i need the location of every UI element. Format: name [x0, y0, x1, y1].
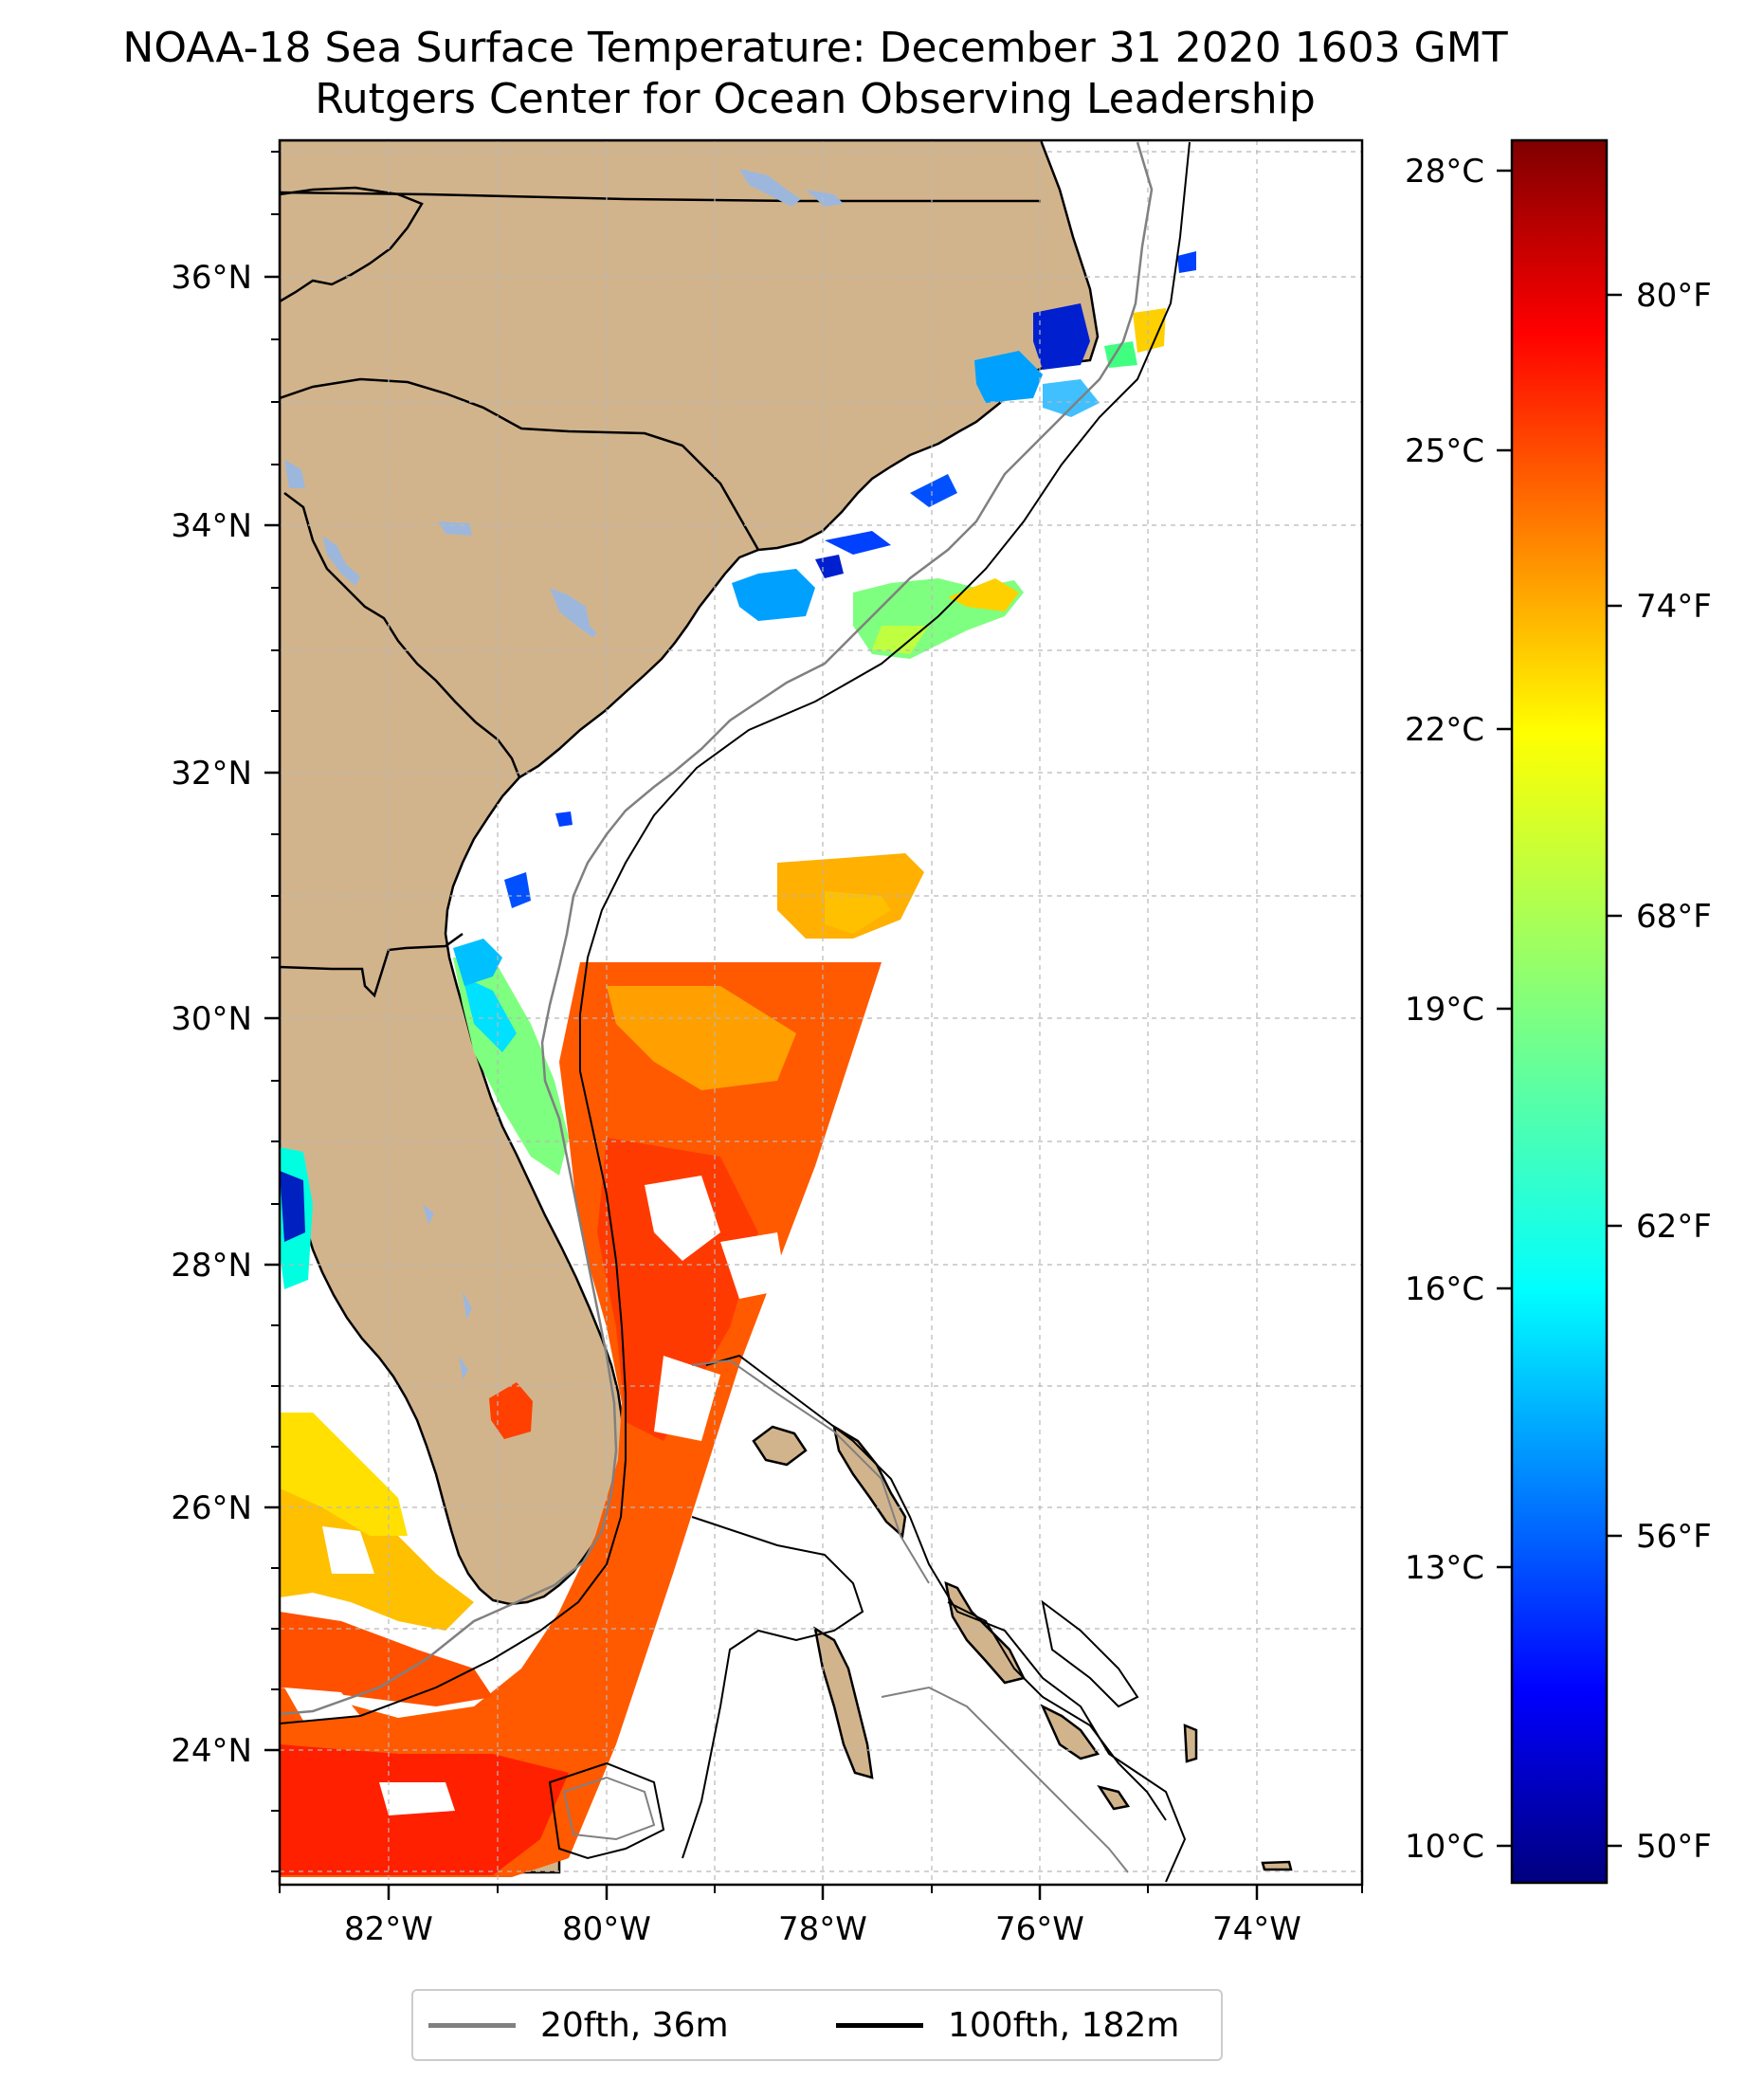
isobath-20fth [280, 141, 1154, 1716]
colorbar-fahrenheit-label: 62°F [1636, 1208, 1712, 1246]
lon-tick-label: 82°W [344, 1910, 433, 1948]
gridlines [280, 140, 1362, 1885]
lon-minor-ticks [279, 1885, 1363, 1893]
lat-tick-label: 36°N [171, 259, 252, 297]
legend-item-100fth: 100fth, 182m [836, 1991, 1179, 2059]
bahamas-coastline [1041, 1599, 1139, 1708]
colorbar [1510, 138, 1609, 1885]
lat-ticks [264, 275, 280, 1752]
lat-tick-label: 32°N [171, 755, 252, 793]
colorbar-fahrenheit-label: 68°F [1636, 898, 1712, 936]
lat-tick-label: 26°N [171, 1489, 252, 1527]
lakes [284, 169, 844, 1379]
legend-label: 20fth, 36m [540, 2005, 729, 2045]
lon-ticks [387, 1885, 1259, 1900]
isobaths [280, 141, 1191, 1883]
legend-label: 100fth, 182m [948, 2005, 1180, 2045]
legend-item-20fth: 20fth, 36m [428, 1991, 729, 2059]
lat-tick-label: 24°N [171, 1732, 252, 1770]
map-subtitle: Rutgers Center for Ocean Observing Leade… [315, 75, 1316, 123]
lon-tick-label: 74°W [1212, 1910, 1301, 1948]
colorbar-celsius-label: 19°C [1405, 991, 1484, 1029]
lat-minor-ticks [271, 151, 280, 1872]
legend: 20fth, 36m 100fth, 182m [411, 1989, 1223, 2061]
map-area[interactable] [280, 140, 1362, 1885]
colorbar-fahrenheit-label: 80°F [1636, 277, 1712, 315]
colorbar-celsius-label: 25°C [1405, 432, 1484, 470]
lat-tick-label: 28°N [171, 1247, 252, 1285]
lon-tick-label: 76°W [995, 1910, 1084, 1948]
map-title: NOAA-18 Sea Surface Temperature: Decembe… [122, 24, 1508, 72]
colorbar-fahrenheit-ticks [1607, 293, 1622, 1848]
map-frame [278, 138, 1364, 1887]
lon-tick-label: 78°W [778, 1910, 867, 1948]
colorbar-fahrenheit-label: 56°F [1636, 1518, 1712, 1556]
colorbar-fahrenheit-label: 50°F [1636, 1828, 1712, 1866]
colorbar-celsius-label: 13°C [1405, 1549, 1484, 1587]
lat-tick-label: 30°N [171, 1000, 252, 1038]
lat-tick-label: 34°N [171, 507, 252, 545]
colorbar-celsius-ticks [1497, 169, 1512, 1848]
colorbar-fahrenheit-label: 74°F [1636, 588, 1712, 626]
legend-line-gray [428, 2022, 516, 2028]
legend-line-black [836, 2022, 923, 2028]
lon-tick-label: 80°W [562, 1910, 651, 1948]
colorbar-celsius-label: 22°C [1405, 711, 1484, 749]
colorbar-celsius-label: 10°C [1405, 1828, 1484, 1866]
colorbar-celsius-label: 28°C [1405, 153, 1484, 191]
colorbar-celsius-label: 16°C [1405, 1270, 1484, 1308]
state-boundaries [280, 186, 1041, 998]
sst-data-layer [280, 251, 1196, 1877]
isobath-100fth [280, 141, 1191, 1724]
